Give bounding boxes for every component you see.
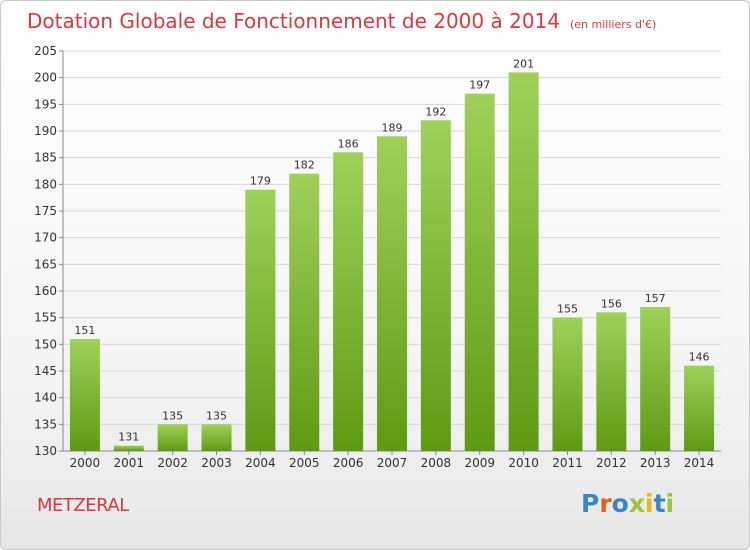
chart-title-text: Dotation Globale de Fonctionnement de 20… xyxy=(27,9,560,33)
y-tick-label: 205 xyxy=(34,44,57,58)
logo-letter: i xyxy=(665,489,675,518)
data-label: 157 xyxy=(645,292,666,305)
bar xyxy=(377,136,407,452)
y-tick-label: 160 xyxy=(34,284,57,298)
bar xyxy=(245,189,276,451)
x-tick-label: 2008 xyxy=(421,456,452,470)
logo-letter: P xyxy=(581,489,600,518)
data-label: 192 xyxy=(425,105,446,118)
bar xyxy=(201,424,232,451)
x-tick-label: 2009 xyxy=(464,456,495,470)
bar xyxy=(420,120,451,451)
y-tick-label: 155 xyxy=(34,311,57,325)
x-tick-label: 2004 xyxy=(245,456,276,470)
y-tick-label: 185 xyxy=(34,151,57,165)
y-tick-label: 200 xyxy=(34,71,57,85)
x-tick-label: 2013 xyxy=(640,456,671,470)
data-label: 182 xyxy=(294,159,315,172)
y-tick-label: 140 xyxy=(34,391,57,405)
y-tick-label: 145 xyxy=(34,364,57,378)
data-label: 135 xyxy=(206,409,227,422)
bar xyxy=(157,424,188,451)
bar xyxy=(113,445,144,451)
bar xyxy=(508,72,539,451)
y-tick-label: 135 xyxy=(34,417,57,431)
data-label: 155 xyxy=(557,303,578,316)
logo-letter: t xyxy=(653,489,666,518)
x-tick-label: 2012 xyxy=(596,456,627,470)
proxiti-logo: Proxiti xyxy=(581,489,674,518)
x-tick-label: 2011 xyxy=(552,456,583,470)
y-tick-label: 130 xyxy=(34,444,57,458)
bar xyxy=(552,317,583,451)
x-tick-label: 2005 xyxy=(289,456,320,470)
y-tick-label: 190 xyxy=(34,124,57,138)
bar xyxy=(69,339,100,451)
chart-unit: (en milliers d'€) xyxy=(570,18,657,31)
bar xyxy=(640,307,671,451)
logo-letter: i xyxy=(645,489,654,518)
data-label: 179 xyxy=(250,175,271,188)
x-tick-label: 2010 xyxy=(508,456,539,470)
data-label: 197 xyxy=(469,79,490,92)
x-tick-label: 2014 xyxy=(684,456,715,470)
bar xyxy=(333,152,364,452)
x-tick-label: 2002 xyxy=(157,456,188,470)
data-label: 131 xyxy=(118,431,139,444)
logo-letter: o xyxy=(611,489,629,518)
bar xyxy=(596,312,627,451)
logo-letter: x xyxy=(628,489,645,518)
y-tick-label: 150 xyxy=(34,337,57,351)
data-label: 146 xyxy=(689,351,710,364)
logo-letter: r xyxy=(599,489,612,518)
data-label: 151 xyxy=(74,324,95,337)
y-tick-label: 170 xyxy=(34,231,57,245)
x-tick-label: 2006 xyxy=(333,456,364,470)
commune-name: METZERAL xyxy=(37,495,129,516)
y-tick-label: 195 xyxy=(34,97,57,111)
bar xyxy=(464,93,495,452)
y-tick-label: 175 xyxy=(34,204,57,218)
x-tick-label: 2001 xyxy=(114,456,145,470)
data-label: 186 xyxy=(338,137,359,150)
bar xyxy=(684,365,715,451)
data-label: 201 xyxy=(513,57,534,70)
x-tick-label: 2003 xyxy=(201,456,232,470)
chart-title: Dotation Globale de Fonctionnement de 20… xyxy=(27,9,656,33)
y-tick-label: 180 xyxy=(34,177,57,191)
y-tick-label: 165 xyxy=(34,257,57,271)
x-tick-label: 2007 xyxy=(377,456,408,470)
data-label: 189 xyxy=(382,121,403,134)
data-label: 135 xyxy=(162,409,183,422)
x-tick-label: 2000 xyxy=(70,456,101,470)
bar xyxy=(289,173,320,451)
data-label: 156 xyxy=(601,297,622,310)
